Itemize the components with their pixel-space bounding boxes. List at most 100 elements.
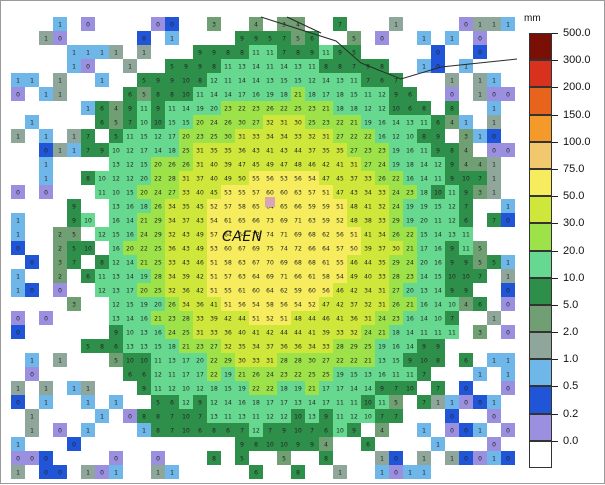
grid-cell	[403, 353, 417, 367]
grid-cell	[137, 269, 151, 283]
grid-cell	[319, 45, 333, 59]
grid-cell-value: 0	[478, 36, 482, 43]
grid-cell-value: 9	[352, 428, 356, 435]
grid-cell-value: 14	[224, 92, 232, 99]
grid-cell-value: 15	[168, 120, 176, 127]
grid-cell	[193, 101, 207, 115]
grid-cell	[151, 143, 165, 157]
grid-cell-value: 13	[364, 372, 372, 379]
grid-cell-value: 11	[266, 64, 274, 71]
grid-cell-value: 13	[112, 162, 120, 169]
grid-cell-value: 18	[336, 106, 344, 113]
grid-cell	[445, 241, 459, 255]
grid-cell-value: 1	[44, 92, 48, 99]
grid-cell	[109, 297, 123, 311]
grid-cell	[473, 297, 487, 311]
grid-cell-value: 21	[182, 344, 190, 351]
grid-cell-value: 1	[114, 50, 118, 57]
grid-cell-value: 34	[168, 218, 176, 225]
grid-cell	[291, 143, 305, 157]
grid-cell	[347, 73, 361, 87]
grid-cell	[403, 297, 417, 311]
grid-cell-value: 34	[168, 204, 176, 211]
grid-cell	[389, 451, 403, 465]
grid-cell	[445, 213, 459, 227]
grid-cell-value: 63	[308, 218, 316, 225]
colorbar-tick	[552, 60, 558, 62]
grid-cell-value: 58	[238, 204, 246, 211]
grid-cell-value: 12	[210, 400, 218, 407]
grid-cell	[249, 157, 263, 171]
grid-cell-value: 65	[252, 204, 260, 211]
grid-cell-value: 1	[492, 400, 496, 407]
grid-cell	[375, 241, 389, 255]
grid-cell-value: 5	[114, 358, 118, 365]
colorbar-segment	[529, 440, 552, 468]
grid-cell-value: 7	[240, 428, 244, 435]
grid-cell-value: 16	[140, 316, 148, 323]
grid-cell	[39, 395, 53, 409]
grid-cell	[235, 185, 249, 199]
grid-cell-value: 1	[72, 64, 76, 71]
grid-cell-value: 3	[212, 22, 216, 29]
colorbar-tick	[552, 33, 558, 34]
grid-cell	[221, 255, 235, 269]
grid-cell-value: 56	[336, 232, 344, 239]
grid-cell-value: 20	[126, 246, 134, 253]
grid-cell-value: 9	[198, 50, 202, 57]
grid-cell-value: 0	[16, 456, 20, 463]
grid-cell	[109, 129, 123, 143]
grid-cell-value: 26	[224, 120, 232, 127]
grid-cell-value: 6	[464, 358, 468, 365]
grid-cell-value: 0	[16, 190, 20, 197]
grid-cell	[375, 297, 389, 311]
grid-cell-value: 22	[350, 134, 358, 141]
grid-cell-value: 55	[224, 288, 232, 295]
grid-cell-value: 9	[128, 106, 132, 113]
grid-cell	[11, 395, 25, 409]
grid-cell-value: 7	[422, 400, 426, 407]
grid-cell-value: 12	[364, 106, 372, 113]
grid-cell	[333, 423, 347, 437]
grid-cell	[235, 395, 249, 409]
grid-cell-value: 51	[210, 260, 218, 267]
grid-cell	[151, 423, 165, 437]
grid-cell-value: 51	[350, 232, 358, 239]
grid-cell	[137, 87, 151, 101]
grid-cell	[53, 283, 67, 297]
grid-cell	[375, 395, 389, 409]
grid-cell-value: 12	[196, 386, 204, 393]
grid-cell	[165, 59, 179, 73]
grid-cell-value: 22	[252, 386, 260, 393]
grid-cell-value: 0	[128, 414, 132, 421]
grid-cell	[431, 59, 445, 73]
grid-cell	[67, 143, 81, 157]
grid-cell-value: 14	[434, 288, 442, 295]
grid-cell	[501, 353, 515, 367]
grid-cell-value: 11	[224, 414, 232, 421]
grid-cell	[459, 269, 473, 283]
colorbar-unit: mm	[524, 13, 541, 24]
grid-cell	[81, 339, 95, 353]
grid-cell	[487, 101, 501, 115]
grid-cell	[193, 353, 207, 367]
grid-cell	[389, 241, 403, 255]
grid-cell	[263, 325, 277, 339]
grid-cell	[137, 325, 151, 339]
grid-cell	[137, 171, 151, 185]
grid-cell	[137, 227, 151, 241]
grid-cell-value: 70	[266, 260, 274, 267]
grid-cell	[109, 311, 123, 325]
grid-cell	[305, 59, 319, 73]
grid-cell-value: 33	[210, 330, 218, 337]
grid-cell	[431, 129, 445, 143]
grid-cell-value: 34	[182, 302, 190, 309]
grid-cell-value: 7	[170, 428, 174, 435]
grid-cell-value: 18	[350, 106, 358, 113]
grid-cell	[459, 381, 473, 395]
grid-cell	[403, 325, 417, 339]
grid-cell-value: 61	[322, 260, 330, 267]
colorbar-label: 2.0	[563, 326, 579, 339]
grid-cell-value: 55	[336, 260, 344, 267]
colorbar-tick	[552, 413, 558, 415]
